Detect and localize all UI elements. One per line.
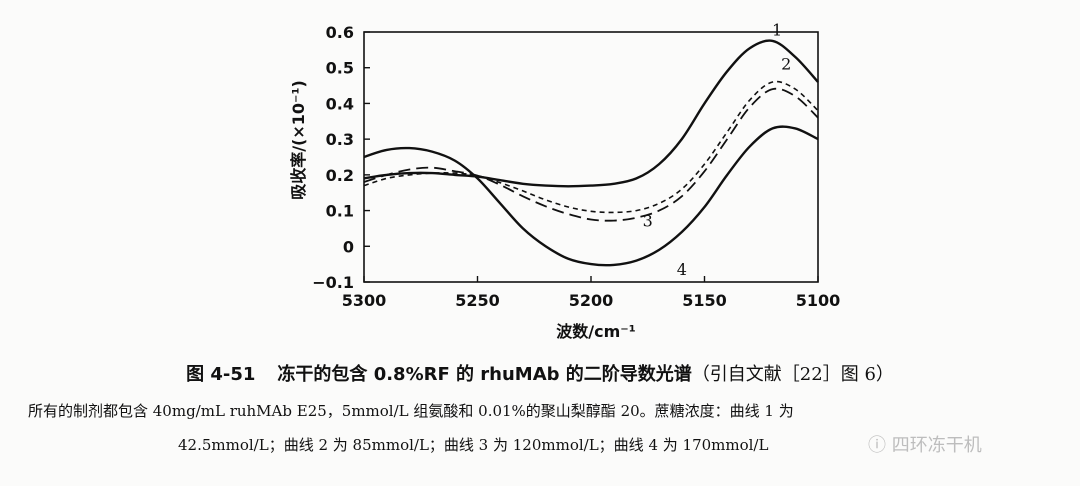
y-tick-label: 0.1 bbox=[326, 202, 354, 221]
curve-label-1: 1 bbox=[772, 21, 782, 40]
curve-label-2: 2 bbox=[781, 55, 791, 74]
y-tick-label: 0.3 bbox=[326, 130, 354, 149]
figure-number: 图 4-51 bbox=[186, 364, 256, 385]
y-tick-label: 0.2 bbox=[326, 166, 354, 185]
y-tick-label: 0.5 bbox=[326, 59, 354, 78]
curves: 1 2 3 4 bbox=[363, 21, 819, 279]
figure-caption: 图 4-51 冻干的包含 0.8%RF 的 rhuMAb 的二阶导数光谱（引自文献… bbox=[0, 360, 1080, 386]
watermark: ⓘ 四环冻干机 bbox=[868, 435, 982, 456]
x-tick-label: 5150 bbox=[682, 291, 727, 310]
note-line-1: 所有的制剂都包含 40mg/mL ruhMAb E25，5mmol/L 组氨酸和… bbox=[28, 402, 794, 420]
figure-title: 冻干的包含 0.8%RF 的 rhuMAb 的二阶导数光谱 bbox=[277, 364, 692, 385]
y-tick-label: 0.6 bbox=[326, 23, 354, 42]
second-derivative-spectrum-chart: 1 2 3 4 5300 5250 5200 5150 5100 0.6 0.5 0.4 0.3 0.2… bbox=[289, 21, 840, 341]
curve-3 bbox=[363, 87, 819, 222]
curve-label-4: 4 bbox=[677, 260, 687, 279]
x-tick-label: 5200 bbox=[569, 291, 614, 310]
curve-label-3: 3 bbox=[643, 212, 653, 231]
curve-1 bbox=[363, 39, 819, 188]
curve-4 bbox=[363, 125, 819, 267]
plot-area bbox=[363, 31, 819, 283]
x-tick-label: 5100 bbox=[796, 291, 841, 310]
y-axis-title: 吸收率/(×10⁻¹) bbox=[289, 80, 308, 200]
y-tick-label: 0.4 bbox=[326, 94, 354, 113]
x-tick-label: 5250 bbox=[455, 291, 500, 310]
note-line-2: 42.5mmol/L；曲线 2 为 85mmol/L；曲线 3 为 120mmo… bbox=[178, 436, 769, 454]
figure-source: （引自文献［22］图 6） bbox=[691, 364, 894, 385]
y-tick-label: −0.1 bbox=[312, 273, 354, 292]
plot-frame bbox=[363, 31, 819, 283]
x-axis-title: 波数/cm⁻¹ bbox=[556, 322, 635, 341]
ticks: 5300 5250 5200 5150 5100 0.6 0.5 0.4 0.3 0.2 0.1 0 −… bbox=[312, 23, 840, 310]
curve-2 bbox=[363, 80, 819, 214]
x-tick-label: 5300 bbox=[342, 291, 387, 310]
y-tick-label: 0 bbox=[343, 237, 354, 256]
